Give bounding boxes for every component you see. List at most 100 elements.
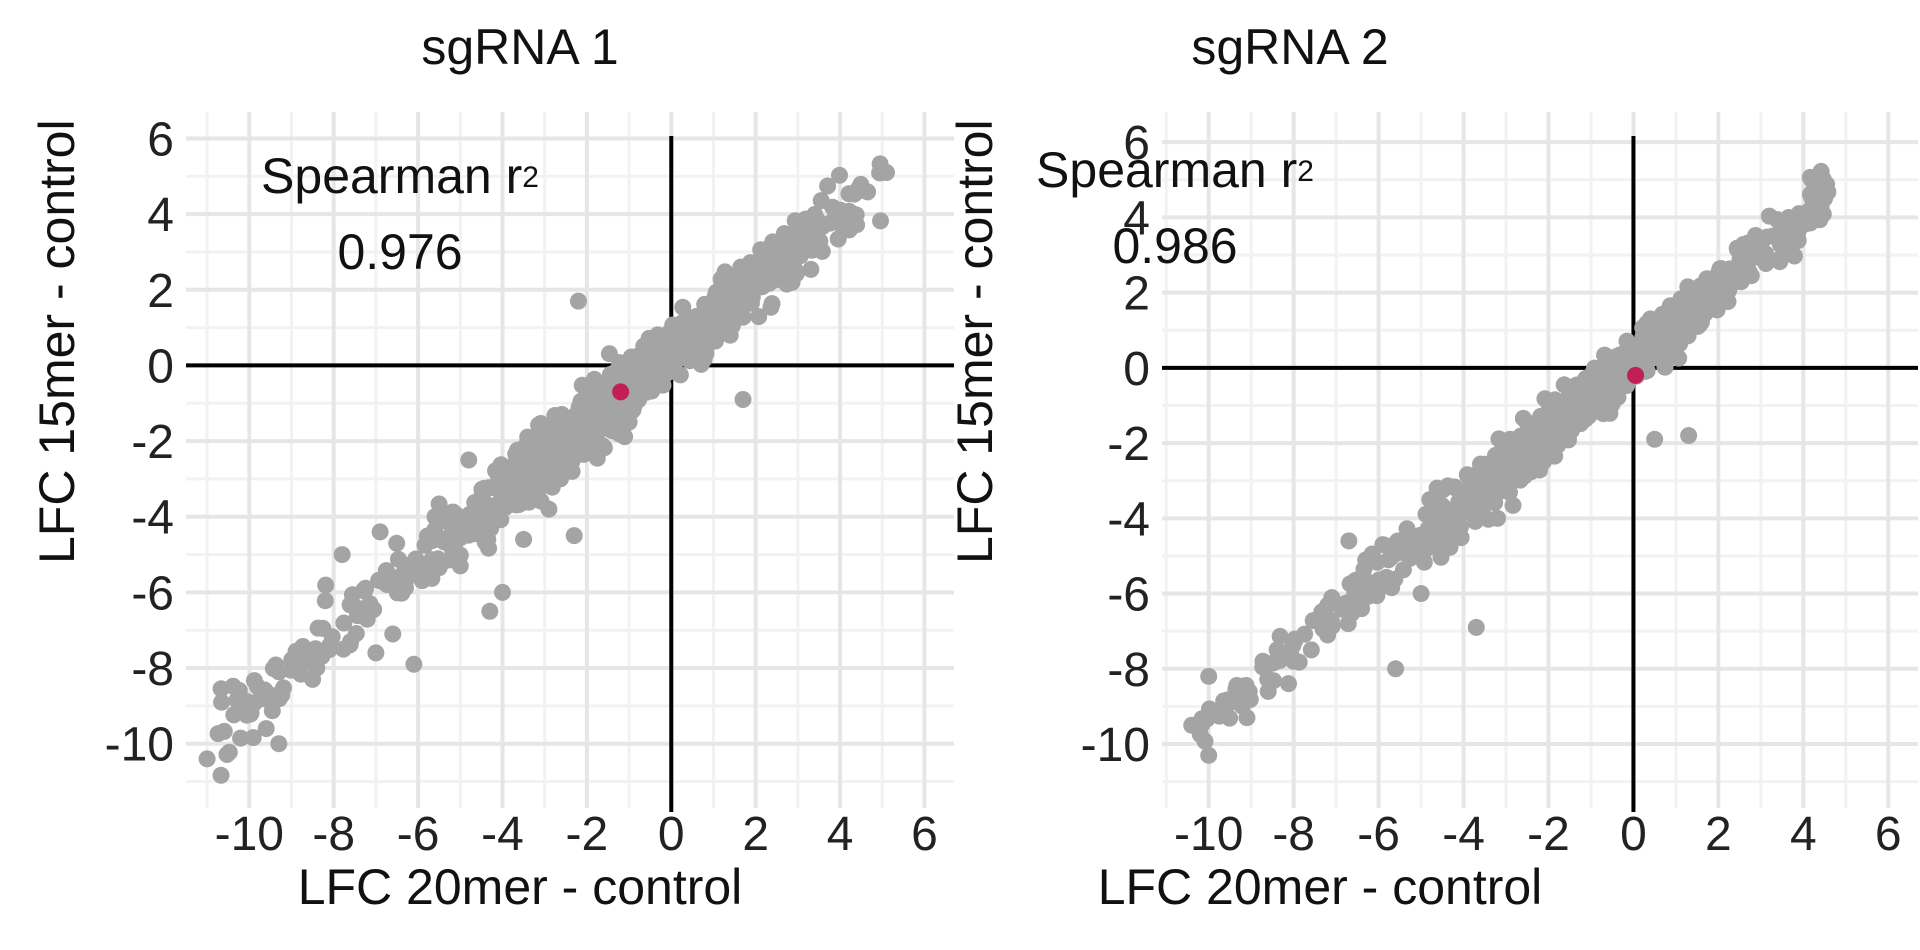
data-point: [1613, 376, 1631, 394]
y-tick-label: 4: [147, 189, 174, 242]
data-point: [1772, 249, 1790, 267]
data-point: [565, 527, 583, 545]
data-point: [487, 462, 505, 480]
data-point: [1466, 512, 1484, 530]
data-point: [270, 663, 288, 681]
spearman-exponent: 2: [1297, 155, 1314, 188]
data-point: [758, 251, 776, 269]
y-tick-label: -2: [131, 416, 174, 469]
data-point: [1601, 404, 1619, 422]
data-point: [540, 500, 558, 518]
tick-labels: -10 -8 -6 -4 -2 0 2 4 6 -10 -8 -6 -4 -2 0 2 4 6: [105, 113, 938, 861]
data-point: [388, 534, 406, 552]
data-point: [1646, 430, 1664, 448]
data-point: [1685, 309, 1703, 327]
data-point: [1670, 349, 1688, 367]
data-point: [225, 706, 243, 724]
data-point: [732, 258, 750, 276]
data-point: [515, 530, 533, 548]
data-point: [198, 750, 216, 768]
data-point: [569, 292, 587, 310]
data-point: [1374, 577, 1392, 595]
data-point: [1302, 641, 1320, 659]
data-point: [644, 356, 662, 374]
data-point: [1673, 322, 1691, 340]
data-point: [293, 655, 311, 673]
data-point: [371, 523, 389, 541]
data-point: [1576, 386, 1594, 404]
data-point: [827, 205, 845, 223]
data-point: [215, 722, 233, 740]
data-point: [1357, 551, 1375, 569]
data-point: [452, 529, 470, 547]
data-point: [480, 501, 497, 519]
data-point: [557, 448, 575, 466]
highlight-point: [612, 383, 630, 401]
data-point: [350, 606, 368, 624]
data-point: [1439, 521, 1457, 539]
data-point: [1752, 238, 1770, 256]
data-point: [405, 655, 423, 673]
data-point: [793, 216, 811, 234]
scatter-panel-sgrna2: sgRNA 2 -10 -8 -6 -4 -2 0 2 4 6 -10 -8 -6 -4 -2 0 2 4 6 L…: [947, 0, 1920, 950]
spearman-annotation: Spearman r2 0.976: [185, 142, 615, 286]
data-point: [872, 212, 889, 230]
x-tick-label: -2: [566, 808, 609, 861]
data-point: [802, 260, 820, 278]
y-tick-label: -8: [131, 643, 174, 696]
data-point: [1518, 413, 1536, 431]
x-tick-label: 0: [1620, 808, 1647, 861]
data-point: [256, 681, 274, 699]
x-tick-label: -4: [1442, 808, 1485, 861]
data-point: [1723, 268, 1741, 286]
data-point: [1811, 201, 1829, 219]
y-tick-label: 4: [1123, 192, 1150, 245]
data-point: [695, 336, 713, 354]
data-point: [1319, 626, 1337, 644]
data-point: [632, 373, 650, 391]
data-point: [1456, 490, 1474, 508]
x-tick-label: -8: [1272, 808, 1315, 861]
data-point: [1540, 445, 1557, 463]
x-tick-label: 6: [911, 808, 938, 861]
spearman-label: Spearman r: [261, 148, 523, 204]
data-point: [748, 264, 766, 282]
data-point: [1483, 457, 1501, 475]
data-point: [1641, 310, 1659, 328]
data-point: [1196, 732, 1214, 750]
data-point: [1200, 667, 1218, 685]
data-point: [706, 297, 724, 315]
x-tick-label: -6: [1357, 808, 1400, 861]
tick-labels: -10 -8 -6 -4 -2 0 2 4 6 -10 -8 -6 -4 -2 0 2 4 6: [1081, 117, 1902, 861]
data-point: [1437, 506, 1455, 524]
x-tick-label: 4: [1790, 808, 1817, 861]
data-point: [1779, 225, 1797, 243]
data-point: [734, 308, 752, 326]
data-point: [530, 416, 548, 434]
data-point: [1710, 276, 1728, 293]
data-point: [213, 693, 231, 711]
data-point: [403, 555, 421, 573]
data-point: [1183, 716, 1201, 734]
x-tick-label: -2: [1527, 808, 1570, 861]
data-point: [430, 559, 448, 577]
y-tick-label: -6: [1107, 569, 1150, 622]
data-point: [1506, 445, 1524, 463]
data-point: [270, 686, 288, 704]
data-point: [367, 644, 385, 662]
data-point: [616, 428, 634, 446]
y-tick-label: 2: [147, 265, 174, 318]
data-point: [316, 592, 334, 610]
x-tick-label: -6: [397, 808, 440, 861]
x-tick-label: 4: [827, 808, 854, 861]
data-point: [521, 461, 539, 479]
data-point: [342, 633, 360, 651]
data-point: [481, 602, 499, 620]
data-point: [1818, 175, 1836, 193]
data-point: [1280, 675, 1297, 693]
data-point: [320, 641, 338, 658]
data-point: [1416, 527, 1434, 545]
data-point: [1536, 390, 1554, 408]
data-point: [396, 572, 414, 590]
